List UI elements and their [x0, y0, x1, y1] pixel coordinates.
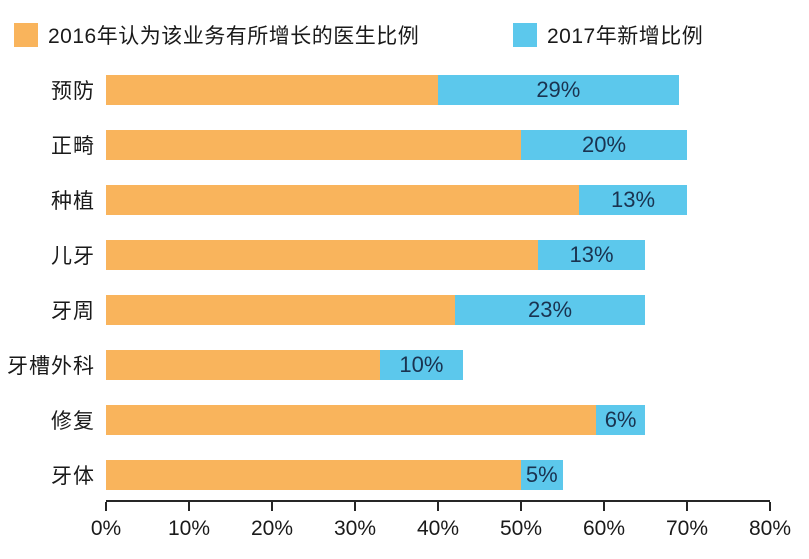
bar-row: 预防 29% [0, 75, 809, 105]
bar-track: 6% [106, 405, 770, 435]
bar-segment-2017: 29% [438, 75, 679, 105]
bar-row: 牙体 5% [0, 460, 809, 490]
bar-value-label: 23% [528, 297, 573, 322]
bar-track: 20% [106, 130, 770, 160]
bar-row: 牙周 23% [0, 295, 809, 325]
bar-row: 牙槽外科 10% [0, 350, 809, 380]
category-label: 正畸 [51, 135, 95, 158]
bar-segment-2016 [106, 185, 580, 215]
x-axis: 0% 10% 20% 30% 40% 50% 60% 70% 80% [91, 500, 791, 547]
bar-segment-2017: 6% [595, 405, 646, 435]
axis-tick [769, 502, 771, 511]
bar-row: 正畸 20% [0, 130, 809, 160]
axis-tick-label: 30% [333, 517, 377, 540]
category-label: 儿牙 [51, 245, 95, 268]
bar-track: 23% [106, 295, 770, 325]
bar-segment-2017: 20% [521, 130, 687, 160]
bar-row: 儿牙 13% [0, 240, 809, 270]
bar-segment-2017: 23% [454, 295, 646, 325]
axis-tick-label: 70% [665, 517, 709, 540]
bar-value-label: 5% [525, 462, 558, 487]
category-label: 牙周 [51, 300, 95, 323]
category-label: 牙槽外科 [7, 355, 95, 378]
category-label: 预防 [51, 80, 95, 103]
bar-segment-2016 [106, 130, 521, 160]
bar-segment-2016 [106, 460, 521, 490]
axis-tick [603, 502, 605, 511]
bar-row: 种植 13% [0, 185, 809, 215]
bar-track: 5% [106, 460, 770, 490]
axis-tick-label: 0% [90, 517, 122, 540]
bar-segment-2017: 10% [379, 350, 463, 380]
axis-tick-label: 80% [748, 517, 792, 540]
bar-value-label: 13% [569, 242, 614, 267]
axis-tick [271, 502, 273, 511]
bar-segment-2017: 13% [579, 185, 687, 215]
axis-tick-label: 20% [250, 517, 294, 540]
axis-tick [520, 502, 522, 511]
axis-tick-label: 40% [416, 517, 460, 540]
category-label: 牙体 [51, 465, 95, 488]
axis-tick [354, 502, 356, 511]
bar-track: 10% [106, 350, 770, 380]
bar-segment-2017: 5% [521, 460, 563, 490]
bar-track: 13% [106, 240, 770, 270]
axis-tick [105, 502, 107, 511]
legend-swatch-2016 [14, 23, 38, 47]
axis-tick-label: 60% [582, 517, 626, 540]
bar-track: 13% [106, 185, 770, 215]
axis-tick [188, 502, 190, 511]
category-label: 种植 [51, 190, 95, 213]
bar-segment-2016 [106, 295, 455, 325]
bar-segment-2016 [106, 240, 538, 270]
legend-item-2017: 2017年新增比例 [513, 22, 703, 48]
bar-row: 修复 6% [0, 405, 809, 435]
axis-tick [437, 502, 439, 511]
bar-segment-2016 [106, 350, 380, 380]
axis-tick-label: 50% [499, 517, 543, 540]
axis-tick [686, 502, 688, 511]
bar-rows: 预防 29% 正畸 20% 种植 13% 儿牙 13% 牙周 23% 牙槽外科 10% 修复 6% 牙体 5% [0, 75, 809, 490]
axis-tick-label: 10% [167, 517, 211, 540]
bar-value-label: 6% [604, 407, 637, 432]
legend-label-2016: 2016年认为该业务有所增长的医生比例 [48, 25, 420, 48]
bar-segment-2016 [106, 75, 438, 105]
legend-label-2017: 2017年新增比例 [547, 25, 704, 48]
legend-item-2016: 2016年认为该业务有所增长的医生比例 [14, 22, 419, 48]
bar-value-label: 20% [581, 132, 627, 157]
bar-value-label: 13% [611, 187, 656, 212]
bar-track: 29% [106, 75, 770, 105]
bar-segment-2016 [106, 405, 596, 435]
category-label: 修复 [51, 410, 95, 433]
bar-value-label: 10% [399, 352, 444, 377]
bar-value-label: 29% [536, 77, 581, 102]
legend-swatch-2017 [513, 23, 537, 47]
bar-segment-2017: 13% [537, 240, 646, 270]
